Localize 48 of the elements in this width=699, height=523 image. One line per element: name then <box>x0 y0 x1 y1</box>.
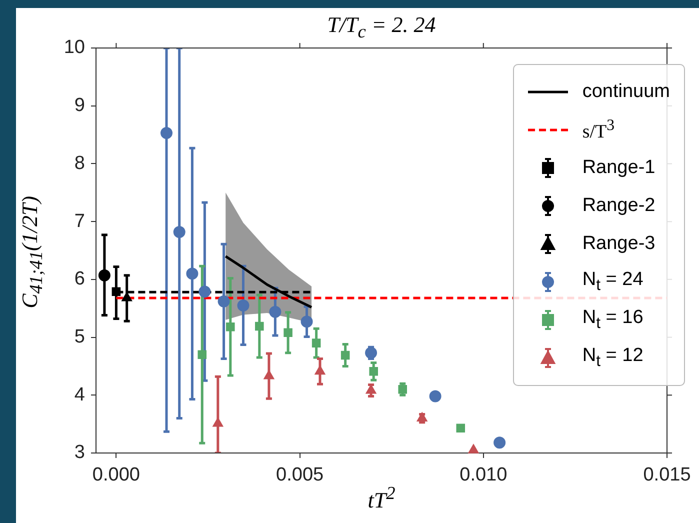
y-tick-label: 9 <box>74 95 85 116</box>
y-tick-label: 5 <box>74 326 85 348</box>
point <box>340 350 350 360</box>
x-tick-label: 0.010 <box>460 464 508 486</box>
legend-label: N$_{t}$ = 24 <box>582 269 644 295</box>
legend-label: Range-1 <box>582 157 656 179</box>
y-tick-label: 7 <box>74 210 85 232</box>
point <box>312 338 321 348</box>
point <box>494 436 506 449</box>
point <box>198 286 211 298</box>
point <box>198 350 207 360</box>
point <box>269 306 282 318</box>
legend-label: continuum <box>582 81 670 103</box>
point <box>369 367 378 376</box>
point <box>173 226 186 238</box>
point <box>284 328 292 338</box>
point <box>237 299 250 312</box>
y-tick-label: 10 <box>64 37 85 58</box>
point <box>468 444 479 454</box>
point <box>255 322 264 331</box>
x-axis-title: tT$^{2}$ <box>368 483 396 512</box>
legend-label: Range-2 <box>582 195 656 217</box>
y-tick-label: 3 <box>74 442 85 464</box>
point <box>366 384 376 394</box>
legend-label: s/T$^{3}$ <box>582 116 615 144</box>
point <box>112 287 121 296</box>
point <box>398 384 408 394</box>
legend-label: N$_{t}$ = 12 <box>582 345 644 371</box>
point <box>429 390 442 402</box>
point <box>314 365 326 375</box>
point <box>218 295 230 308</box>
point <box>212 417 224 427</box>
x-tick-label: 0.015 <box>643 464 691 486</box>
y-tick-label: 6 <box>74 268 85 290</box>
chart-title: T/T$_{c}$ = 2. 24 <box>326 12 437 42</box>
point <box>122 292 132 302</box>
legend-label: N$_{t}$ = 16 <box>582 307 644 333</box>
point <box>264 370 274 380</box>
y-tick-label: 8 <box>74 152 85 174</box>
y-tick-label: 4 <box>74 384 86 406</box>
point <box>98 269 110 282</box>
point <box>226 322 235 332</box>
point <box>160 127 173 140</box>
x-tick-label: 0.000 <box>92 464 140 486</box>
point <box>300 316 313 328</box>
point <box>186 268 198 280</box>
legend-label: Range-3 <box>582 233 656 255</box>
x-tick-label: 0.005 <box>276 464 324 486</box>
